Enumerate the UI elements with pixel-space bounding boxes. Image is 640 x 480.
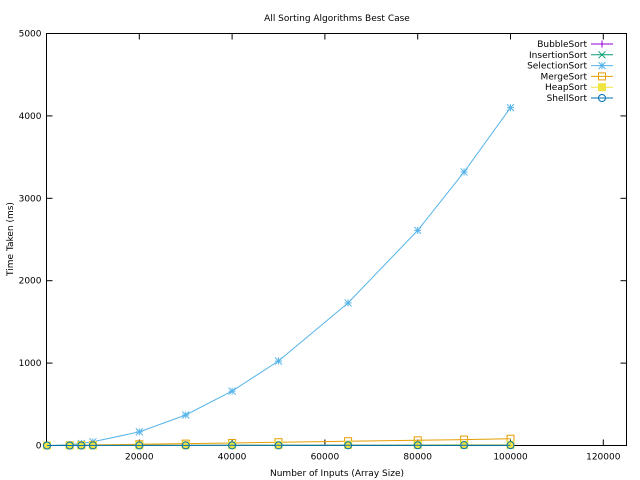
data-point-selectionsort — [460, 168, 468, 176]
chart-title: All Sorting Algorithms Best Case — [264, 14, 410, 24]
y-tick-label: 4000 — [19, 112, 42, 122]
data-point-selectionsort — [181, 411, 190, 419]
data-point-selectionsort — [228, 387, 236, 395]
data-point-shellsort — [65, 441, 74, 450]
x-tick-label: 60000 — [311, 453, 340, 463]
data-point-shellsort — [135, 441, 144, 450]
legend-item-bubblesort: BubbleSort — [537, 40, 613, 50]
legend-marker — [598, 61, 606, 70]
legend-item-heapsort: HeapSort — [545, 83, 613, 93]
legend-marker — [598, 83, 606, 92]
legend-item-insertionsort: InsertionSort — [529, 51, 613, 61]
data-point-shellsort — [181, 441, 190, 450]
data-point-selectionsort — [506, 103, 515, 112]
legend-marker — [598, 40, 606, 48]
legend-label: MergeSort — [540, 72, 587, 82]
legend-item-selectionsort: SelectionSort — [527, 62, 613, 72]
x-tick-label: 100000 — [493, 453, 528, 463]
data-point-selectionsort — [274, 357, 283, 365]
x-axis-label: Number of Inputs (Array Size) — [270, 469, 404, 479]
y-tick-label: 5000 — [19, 30, 42, 40]
legend-label: ShellSort — [547, 94, 588, 104]
legend-item-shellsort: ShellSort — [547, 94, 613, 104]
data-point-shellsort — [77, 441, 86, 450]
legend-item-mergesort: MergeSort — [540, 72, 613, 82]
y-tick-label: 0 — [36, 442, 42, 452]
axes-ticks: 0 1000 2000 3000 4000 5000 20000 40000 60000 8000… — [19, 30, 627, 463]
x-tick-label: 40000 — [218, 453, 247, 463]
plot-frame — [46, 33, 627, 446]
legend-marker — [598, 50, 606, 59]
legend-marker — [598, 72, 606, 81]
data-point-shellsort — [88, 441, 97, 450]
data-point-shellsort — [42, 441, 51, 450]
legend-label: HeapSort — [545, 83, 587, 93]
y-tick-label: 3000 — [19, 194, 42, 204]
y-tick-label: 1000 — [19, 359, 42, 369]
data-point-shellsort — [344, 441, 353, 450]
legend-marker — [598, 94, 606, 102]
y-tick-label: 2000 — [19, 277, 42, 287]
x-tick-label: 20000 — [125, 453, 154, 463]
series-group — [42, 103, 515, 450]
data-point-selectionsort — [135, 428, 144, 436]
data-point-shellsort — [228, 441, 237, 450]
data-point-shellsort — [274, 441, 283, 450]
data-point-shellsort — [413, 441, 422, 450]
data-point-selectionsort — [344, 299, 352, 307]
x-tick-label: 80000 — [403, 453, 432, 463]
data-point-shellsort — [460, 441, 469, 450]
y-axis-label: Time Taken (ms) — [6, 202, 16, 277]
x-tick-label: 120000 — [586, 453, 621, 463]
data-point-shellsort — [506, 441, 515, 450]
legend-label: InsertionSort — [529, 51, 587, 61]
data-point-selectionsort — [413, 226, 422, 235]
legend-label: SelectionSort — [527, 62, 587, 72]
legend-label: BubbleSort — [537, 40, 587, 50]
legend: BubbleSortInsertionSortSelectionSortMerg… — [527, 40, 613, 104]
series-line-selectionsort — [46, 107, 511, 446]
